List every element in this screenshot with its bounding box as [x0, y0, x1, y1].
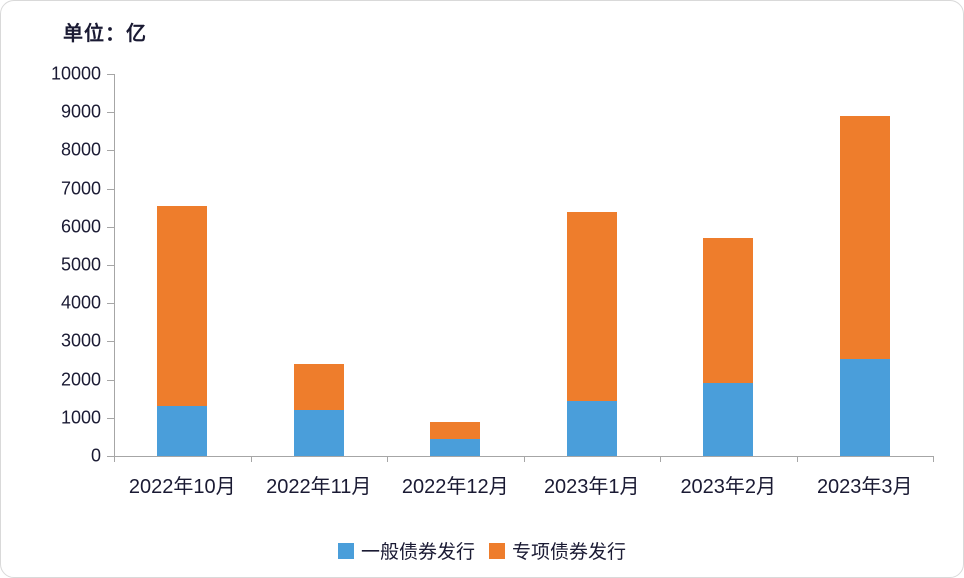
y-axis-tick-label: 9000 — [60, 101, 101, 122]
x-axis-tick-mark — [797, 456, 798, 462]
x-axis-category-label: 2022年10月 — [128, 476, 236, 498]
y-axis-tick-mark — [107, 303, 114, 304]
y-axis-tick-mark — [107, 112, 114, 113]
y-axis-tick-label: 4000 — [60, 292, 101, 313]
legend-swatch-icon — [489, 542, 505, 559]
y-axis-tick-mark — [107, 74, 114, 75]
legend-label: 一般债券发行 — [360, 542, 475, 563]
bar-segment-general — [294, 410, 344, 456]
x-axis-tick-mark — [660, 456, 661, 462]
bar-segment-general — [567, 400, 617, 456]
y-axis-tick-label: 10000 — [50, 63, 101, 84]
bar-segment-special — [294, 364, 344, 411]
x-axis-category-label: 2023年1月 — [543, 476, 640, 498]
x-axis-category-label: 2023年3月 — [816, 476, 913, 498]
bar-segment-general — [840, 358, 890, 456]
bar-segment-special — [840, 116, 890, 359]
y-axis-line — [114, 74, 115, 456]
bar-segment-special — [430, 421, 480, 439]
chart-unit-label: 单位：亿 — [63, 23, 147, 45]
x-axis-line — [114, 456, 933, 457]
y-axis-tick-mark — [107, 418, 114, 419]
y-axis-tick-label: 2000 — [60, 369, 101, 390]
legend-label: 专项债券发行 — [512, 542, 627, 563]
legend-item-special-bonds: 专项债券发行 — [489, 537, 626, 564]
y-axis-tick-label: 8000 — [60, 139, 101, 160]
bar-segment-general — [157, 406, 207, 456]
x-axis-category-label: 2023年2月 — [680, 476, 777, 498]
y-axis-tick-mark — [107, 189, 114, 190]
x-axis-tick-mark — [387, 456, 388, 462]
y-axis-tick-label: 1000 — [60, 407, 101, 428]
legend-swatch-icon — [337, 542, 354, 559]
y-axis-tick-label: 7000 — [60, 178, 101, 199]
y-axis-tick-mark — [107, 150, 114, 151]
y-axis-tick-mark — [107, 227, 114, 228]
bar-segment-special — [157, 205, 207, 407]
chart-legend: 一般债券发行 专项债券发行 — [1, 537, 963, 564]
x-axis-category-label: 2022年12月 — [401, 476, 509, 498]
y-axis-tick-mark — [107, 341, 114, 342]
x-axis-tick-mark — [251, 456, 252, 462]
x-axis-tick-mark — [524, 456, 525, 462]
x-axis-tick-mark — [114, 456, 115, 462]
x-axis-tick-mark — [933, 456, 934, 462]
y-axis-tick-label: 0 — [90, 445, 101, 466]
y-axis-tick-label: 5000 — [60, 254, 101, 275]
bar-segment-general — [703, 383, 753, 456]
x-axis-category-label: 2022年11月 — [266, 476, 372, 498]
bar-segment-special — [703, 238, 753, 384]
y-axis-tick-mark — [107, 265, 114, 266]
bar-segment-special — [567, 211, 617, 401]
bar-segment-general — [430, 438, 480, 456]
y-axis-tick-label: 3000 — [60, 330, 101, 351]
y-axis-tick-mark — [107, 380, 114, 381]
y-axis-tick-label: 6000 — [60, 216, 101, 237]
legend-item-general-bonds: 一般债券发行 — [337, 537, 475, 564]
y-axis-tick-mark — [107, 456, 114, 457]
